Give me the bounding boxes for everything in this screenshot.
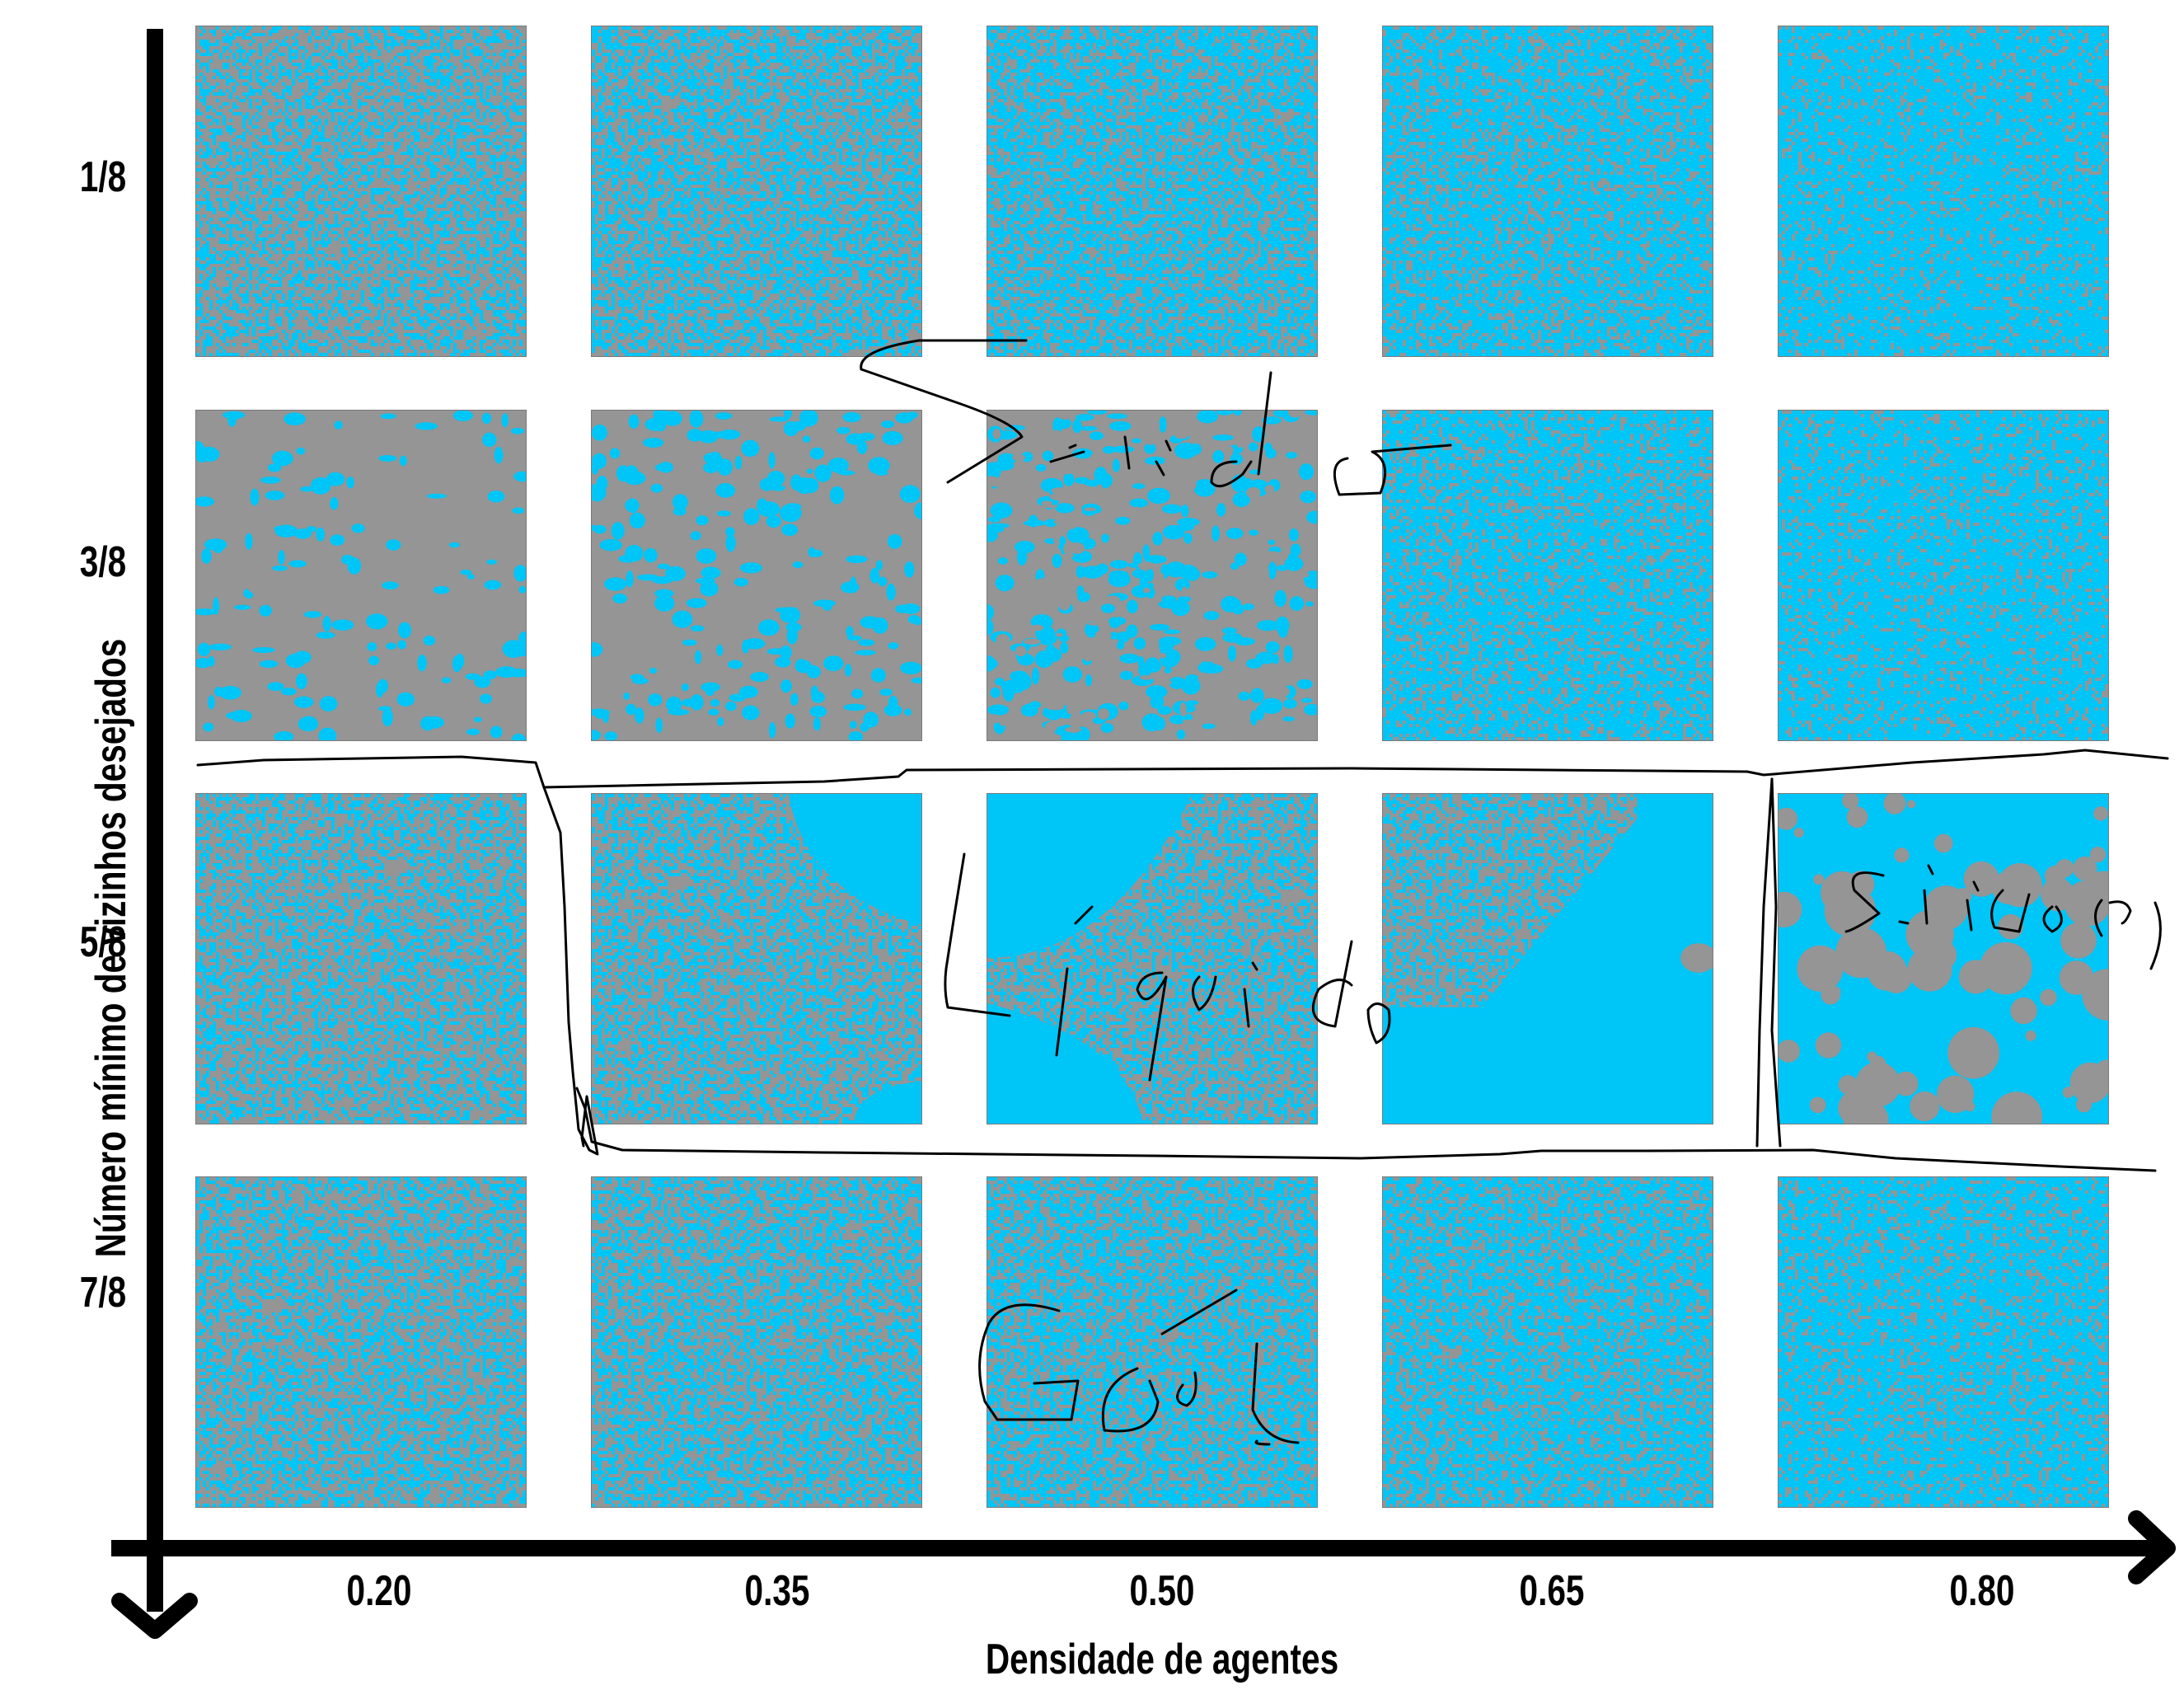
simulation-panel [195, 793, 527, 1124]
x-tick-label: 0.20 [346, 1567, 412, 1615]
panel-lattice [1779, 26, 2108, 356]
panel-lattice [592, 1177, 921, 1507]
panel-lattice [592, 794, 921, 1124]
phase-boundary-right [1755, 777, 1774, 1148]
x-axis-arrowhead [2128, 1510, 2176, 1584]
handwriting-solido [860, 339, 1452, 496]
simulation-panel [987, 26, 1318, 357]
panel-lattice [592, 26, 921, 356]
y-tick-label: 7/8 [79, 1269, 127, 1317]
simulation-panel [195, 410, 527, 741]
panel-lattice [196, 411, 526, 740]
simulation-panel [195, 26, 527, 357]
y-tick-label: 3/8 [79, 538, 127, 586]
simulation-panel [1778, 1176, 2109, 1508]
panel-lattice [1383, 411, 1713, 740]
x-tick-label: 0.35 [744, 1567, 810, 1615]
y-axis-arrowhead [111, 1593, 198, 1639]
panel-lattice [987, 411, 1317, 740]
phase-boundary-lower [542, 786, 599, 1156]
panel-lattice [987, 1177, 1317, 1507]
panel-lattice [196, 1177, 526, 1507]
simulation-panel [1778, 26, 2109, 357]
panel-lattice [1779, 411, 2108, 740]
simulation-panel [591, 793, 922, 1124]
simulation-panel [591, 26, 922, 357]
x-tick-label: 0.65 [1519, 1567, 1585, 1615]
panel-lattice [1383, 1177, 1713, 1507]
x-tick-label: 0.80 [1949, 1567, 2015, 1615]
panel-lattice [196, 26, 526, 356]
x-tick-label: 0.50 [1129, 1567, 1195, 1615]
panel-lattice [196, 794, 526, 1124]
handwriting-liquido [944, 852, 1391, 1082]
handwriting-gas [978, 1289, 1300, 1446]
simulation-panel [1382, 793, 1713, 1124]
simulation-panel [1778, 410, 2109, 741]
simulation-panel [987, 410, 1318, 741]
panel-lattice [987, 26, 1317, 356]
simulation-panel [1382, 26, 1713, 357]
panel-lattice [1383, 26, 1713, 356]
simulation-panel [987, 1176, 1318, 1508]
handwriting-solido-question [1844, 864, 2162, 970]
phase-boundary-upper [196, 749, 2169, 789]
simulation-panel [1382, 410, 1713, 741]
simulation-panel [1778, 793, 2109, 1124]
simulation-panel [591, 1176, 922, 1508]
y-axis-title: Número mínimo de vizinhos desejados [87, 638, 135, 1258]
panel-lattice [1779, 1177, 2108, 1507]
simulation-panel [1382, 1176, 1713, 1508]
panel-lattice [592, 411, 921, 740]
x-axis-title: Densidade de agentes [985, 1636, 1339, 1683]
panel-lattice [1383, 794, 1713, 1124]
simulation-panel [195, 1176, 527, 1508]
simulation-panel [591, 410, 922, 741]
panel-lattice [1779, 794, 2108, 1124]
y-tick-label: 5/8 [79, 918, 127, 966]
y-tick-label: 1/8 [79, 153, 127, 201]
